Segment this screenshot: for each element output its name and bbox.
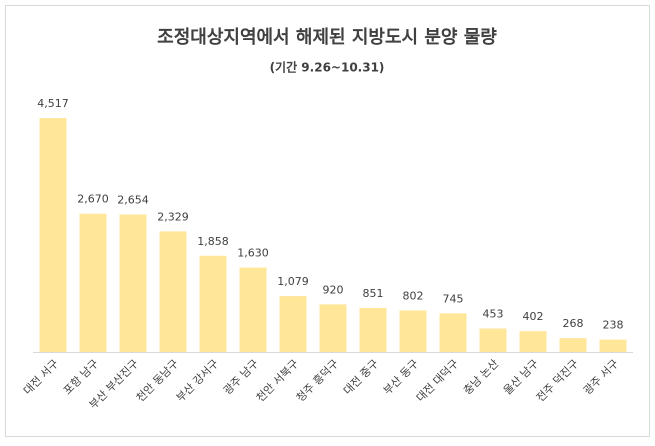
bar [479, 328, 507, 352]
bar [599, 339, 627, 352]
value-label: 1,079 [277, 275, 309, 288]
chart-frame [5, 5, 650, 437]
value-label: 920 [323, 283, 344, 296]
bar [559, 338, 587, 352]
bar [239, 267, 267, 352]
bar [319, 304, 347, 352]
value-label: 2,329 [157, 210, 189, 223]
bar [519, 331, 547, 352]
value-label: 802 [403, 289, 424, 302]
bar [279, 296, 307, 352]
value-label: 268 [563, 317, 584, 330]
bar [359, 307, 387, 352]
bar [199, 255, 227, 352]
chart-title: 조정대상지역에서 해제된 지방도시 분양 물량 [157, 27, 497, 48]
bar [399, 310, 427, 352]
bar [79, 213, 107, 352]
value-label: 453 [483, 308, 504, 321]
value-label: 1,630 [237, 247, 269, 260]
value-label: 1,858 [197, 235, 229, 248]
value-label: 402 [523, 310, 544, 323]
chart-subtitle: (기간 9.26~10.31) [270, 60, 385, 75]
value-label: 2,670 [77, 193, 109, 206]
bar [119, 214, 147, 352]
value-label: 4,517 [37, 97, 69, 110]
value-label: 238 [603, 319, 624, 332]
value-label: 2,654 [117, 194, 149, 207]
value-label: 745 [443, 292, 464, 305]
value-label: 851 [363, 287, 384, 300]
bar [159, 231, 187, 352]
bar [439, 313, 467, 352]
bar [39, 118, 67, 352]
